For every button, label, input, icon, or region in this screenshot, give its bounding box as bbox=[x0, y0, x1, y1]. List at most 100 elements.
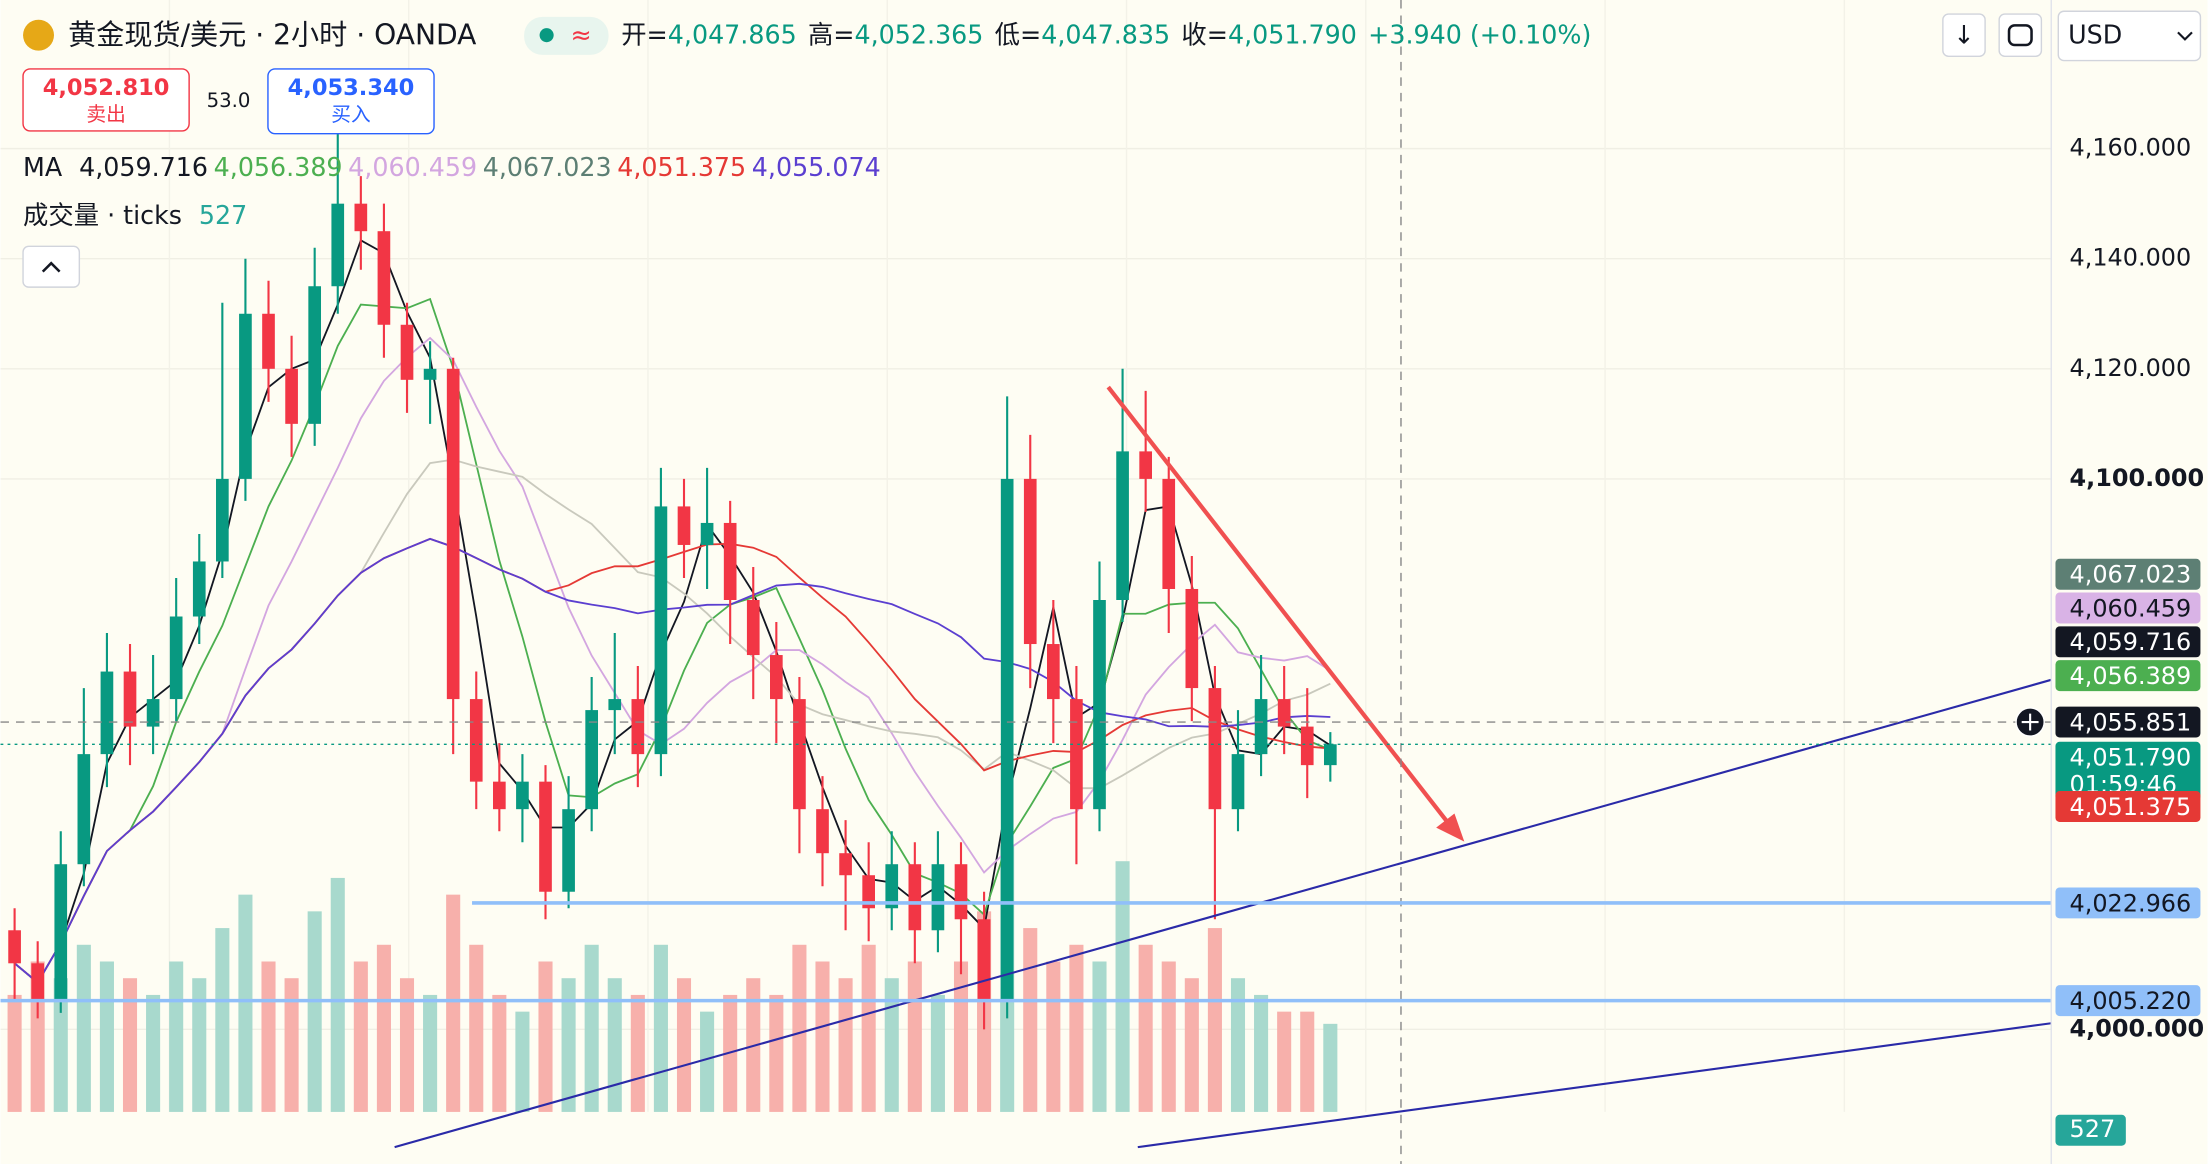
change: +3.940 (+0.10%) bbox=[1368, 20, 1591, 50]
volume-label: 成交量 · ticks bbox=[23, 200, 182, 230]
volume-bar bbox=[676, 978, 692, 1112]
y-tick-label: 4,100.000 bbox=[2070, 464, 2205, 492]
price-badge-label: 4,051.375 bbox=[2070, 793, 2192, 821]
ma-value: 4,060.459 bbox=[348, 152, 477, 182]
volume-bar bbox=[1184, 978, 1199, 1112]
arrow-line bbox=[1106, 385, 1459, 836]
volume-bar bbox=[1115, 861, 1130, 1112]
candle-body bbox=[516, 781, 529, 810]
ma-line bbox=[14, 537, 1331, 984]
drawings bbox=[0, 0, 2052, 1164]
volume-bar bbox=[122, 978, 138, 1112]
candle-body bbox=[400, 324, 414, 380]
candle-body bbox=[331, 203, 345, 287]
candle-body bbox=[308, 286, 322, 424]
trend-line bbox=[394, 678, 2052, 1149]
arrow-head bbox=[1436, 813, 1465, 842]
volume-bar bbox=[607, 978, 622, 1112]
dropdown-caret bbox=[2177, 31, 2193, 41]
volume-bar bbox=[1230, 978, 1246, 1112]
candle-body bbox=[493, 781, 506, 810]
candle-body bbox=[192, 561, 206, 617]
sell-price: 4,052.810 bbox=[43, 75, 170, 101]
ma-value: 4,055.074 bbox=[752, 152, 881, 182]
candle-body bbox=[1277, 699, 1291, 727]
download-button[interactable] bbox=[1942, 13, 1986, 58]
candle-body bbox=[746, 599, 760, 656]
ma-label: MA bbox=[23, 152, 63, 182]
volume-bar bbox=[1323, 1023, 1338, 1112]
volume-bar bbox=[792, 944, 807, 1112]
candle-body bbox=[1300, 726, 1314, 766]
y-tick-label: 4,140.000 bbox=[2070, 244, 2192, 272]
candle-body bbox=[423, 368, 437, 380]
volume-bar bbox=[515, 1011, 530, 1112]
candle-body bbox=[770, 655, 783, 700]
volume-bar bbox=[330, 877, 345, 1112]
status-icon: ≈ bbox=[571, 20, 592, 50]
volume-bar bbox=[561, 978, 576, 1112]
plus-icon bbox=[2021, 713, 2039, 731]
ma-line bbox=[14, 297, 1331, 984]
candle-body bbox=[1116, 451, 1129, 600]
candle-body bbox=[1023, 478, 1037, 645]
sell-label: 卖出 bbox=[86, 103, 125, 126]
volume-bar bbox=[7, 994, 22, 1112]
volume-bar bbox=[446, 894, 461, 1112]
buy-label: 买入 bbox=[331, 103, 370, 126]
collapse-button[interactable] bbox=[22, 245, 81, 288]
volume-bar bbox=[1092, 961, 1107, 1112]
price-badge-label: 4,067.023 bbox=[2070, 561, 2192, 589]
candle-body bbox=[1070, 699, 1083, 810]
volume-bar bbox=[953, 961, 969, 1112]
volume-bar bbox=[1161, 961, 1176, 1112]
candle-body bbox=[354, 203, 368, 232]
volume-bar bbox=[192, 978, 207, 1112]
volume-bar bbox=[1277, 1011, 1292, 1112]
candle-body bbox=[862, 875, 876, 909]
volume-bar bbox=[469, 944, 484, 1112]
volume-bar bbox=[261, 961, 276, 1112]
candle-body bbox=[954, 864, 968, 920]
volume-bar bbox=[1300, 1011, 1315, 1112]
symbol: 黄金现货/美元 · 2小时 · OANDA bbox=[68, 19, 476, 52]
volume-bar bbox=[907, 961, 922, 1112]
volume-bar bbox=[884, 978, 899, 1112]
price-badge-label: 4,060.459 bbox=[2070, 594, 2192, 622]
candle-body bbox=[608, 699, 622, 711]
candle-body bbox=[239, 313, 252, 479]
price-badge bbox=[2055, 660, 2201, 692]
volume-bar bbox=[769, 994, 784, 1112]
candle-body bbox=[262, 313, 275, 369]
volume-bar bbox=[238, 894, 253, 1112]
buy-button[interactable] bbox=[267, 68, 435, 135]
refresh-button[interactable] bbox=[1998, 13, 2043, 58]
candle-body bbox=[885, 864, 899, 909]
volume-bar bbox=[630, 994, 645, 1112]
ohlc-label: 开= bbox=[621, 20, 668, 50]
candle-body bbox=[1046, 644, 1060, 700]
y-tick-label: 4,120.000 bbox=[2070, 354, 2192, 382]
candle-body bbox=[585, 710, 599, 810]
price-badge bbox=[2055, 791, 2201, 822]
candles bbox=[8, 121, 1337, 1030]
volume-badge-label: 527 bbox=[2070, 1115, 2116, 1143]
status-pill[interactable] bbox=[524, 16, 609, 55]
refresh-icon bbox=[2007, 24, 2033, 47]
ohlc-value: 4,052.365 bbox=[855, 20, 984, 50]
currency-select[interactable] bbox=[2057, 10, 2202, 62]
volume-bar bbox=[653, 944, 668, 1112]
volume-bar bbox=[584, 944, 599, 1112]
level-label: 4,005.220 bbox=[2070, 987, 2192, 1015]
price-badge bbox=[2055, 741, 2201, 801]
volume-bar bbox=[1138, 944, 1153, 1112]
y-tick-label: 4,000.000 bbox=[2070, 1014, 2205, 1042]
sell-button[interactable] bbox=[22, 68, 190, 132]
volume-bar bbox=[99, 961, 114, 1112]
level-badge bbox=[2055, 887, 2201, 919]
volume-bar bbox=[861, 944, 876, 1112]
candle-body bbox=[169, 616, 183, 700]
ohlc-value: 4,051.790 bbox=[1228, 20, 1357, 50]
volume-badge bbox=[2055, 1114, 2126, 1146]
